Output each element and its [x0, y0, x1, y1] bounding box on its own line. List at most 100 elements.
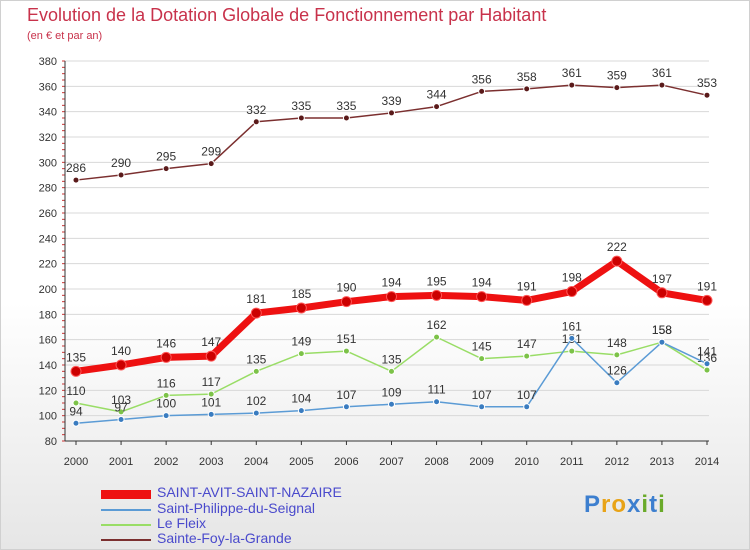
y-tick-label: 140: [39, 360, 57, 372]
data-label-saint-avit-saint-nazaire: 135: [66, 350, 86, 364]
data-point-saint-philippe-du-seignal: [388, 400, 395, 408]
series-le-fleix: 1101031161171351491511351621451471511481…: [66, 318, 717, 416]
data-point-saint-avit-saint-nazaire: [160, 351, 172, 363]
data-point-saint-avit-saint-nazaire: [70, 365, 82, 377]
series-sainte-foy-la-grande: 286 290 295 299 332 335 335 339 344 356 358 361 359 3…: [66, 66, 717, 184]
data-label-le-fleix: 116: [157, 376, 176, 390]
data-label-le-fleix: 149: [291, 335, 311, 349]
data-label-saint-philippe-du-seignal: 109: [381, 385, 401, 399]
data-point-saint-avit-saint-nazaire: [386, 291, 397, 303]
data-label-saint-philippe-du-seignal: 141: [697, 345, 717, 359]
data-label-saint-avit-saint-nazaire: 185: [291, 287, 311, 301]
data-point-sainte-foy-la-grande: [162, 165, 170, 173]
data-point-le-fleix: [342, 347, 350, 355]
data-point-saint-avit-saint-nazaire: [566, 286, 578, 298]
data-point-sainte-foy-la-grande: [703, 91, 711, 99]
data-label-le-fleix: 103: [111, 393, 131, 407]
series-saint-philippe-du-seignal: 94 97 100 101 102 104 107 109 111 107 107 161 126 158…: [69, 319, 717, 427]
data-label-saint-avit-saint-nazaire: 146: [156, 336, 176, 350]
data-point-saint-avit-saint-nazaire: [295, 302, 307, 314]
data-point-sainte-foy-la-grande: [207, 160, 215, 168]
legend-label-saint-philippe: Saint-Philippe-du-Seignal: [157, 500, 315, 516]
data-label-sainte-foy-la-grande: 335: [336, 99, 356, 113]
data-label-sainte-foy-la-grande: 335: [291, 99, 311, 113]
data-label-sainte-foy-la-grande: 361: [562, 66, 582, 80]
data-label-saint-philippe-du-seignal: 104: [291, 392, 311, 406]
data-label-saint-avit-saint-nazaire: 198: [562, 271, 582, 285]
y-tick-label: 300: [39, 157, 57, 169]
y-tick-label: 380: [39, 56, 57, 68]
data-label-sainte-foy-la-grande: 290: [111, 156, 131, 170]
data-point-saint-philippe-du-seignal: [117, 415, 125, 423]
data-label-sainte-foy-la-grande: 299: [201, 145, 221, 159]
data-label-sainte-foy-la-grande: 295: [156, 150, 176, 164]
legend-swatch-saint-philippe: [101, 509, 151, 511]
data-point-le-fleix: [523, 352, 531, 360]
data-point-sainte-foy-la-grande: [252, 118, 260, 126]
legend-label-sainte-foy: Sainte-Foy-la-Grande: [157, 530, 292, 546]
data-point-le-fleix: [207, 390, 215, 398]
data-point-le-fleix: [388, 367, 395, 375]
data-label-le-fleix: 147: [517, 337, 537, 351]
data-point-sainte-foy-la-grande: [478, 87, 486, 95]
y-tick-label: 260: [39, 208, 57, 220]
data-point-sainte-foy-la-grande: [388, 109, 395, 117]
data-point-saint-avit-saint-nazaire: [205, 350, 217, 362]
logo-letter: t: [649, 491, 659, 518]
data-point-sainte-foy-la-grande: [613, 84, 621, 92]
y-tick-label: 100: [39, 411, 57, 423]
x-tick-label: 2007: [379, 456, 403, 468]
y-tick-label: 120: [39, 385, 57, 397]
data-label-le-fleix: 151: [336, 332, 356, 346]
data-point-sainte-foy-la-grande: [342, 114, 350, 122]
data-label-sainte-foy-la-grande: 339: [381, 94, 401, 108]
data-label-saint-avit-saint-nazaire: 181: [246, 292, 266, 306]
x-tick-label: 2013: [650, 456, 674, 468]
data-point-le-fleix: [568, 347, 576, 355]
data-point-le-fleix: [613, 351, 621, 359]
data-point-sainte-foy-la-grande: [568, 81, 576, 89]
x-tick-label: 2002: [154, 456, 178, 468]
data-label-le-fleix: 162: [427, 318, 447, 332]
data-label-saint-philippe-du-seignal: 161: [562, 319, 582, 333]
data-label-saint-avit-saint-nazaire: 147: [201, 335, 221, 349]
data-point-saint-philippe-du-seignal: [207, 410, 215, 418]
data-label-saint-philippe-du-seignal: 107: [517, 388, 537, 402]
data-label-sainte-foy-la-grande: 356: [472, 72, 492, 86]
data-label-saint-philippe-du-seignal: 111: [427, 383, 446, 397]
x-tick-label: 2009: [469, 456, 493, 468]
data-label-saint-philippe-du-seignal: 107: [336, 388, 356, 402]
data-label-sainte-foy-la-grande: 353: [697, 76, 717, 90]
logo-letter: i: [641, 491, 650, 518]
data-label-le-fleix: 135: [381, 352, 401, 366]
y-tick-label: 220: [39, 259, 57, 271]
data-point-saint-avit-saint-nazaire: [611, 255, 623, 267]
data-point-saint-avit-saint-nazaire: [115, 359, 127, 371]
data-label-saint-avit-saint-nazaire: 191: [697, 279, 717, 293]
y-tick-label: 160: [39, 335, 57, 347]
data-label-saint-philippe-du-seignal: 97: [114, 400, 128, 414]
data-label-sainte-foy-la-grande: 344: [427, 88, 447, 102]
y-tick-label: 240: [39, 233, 57, 245]
data-point-sainte-foy-la-grande: [72, 176, 80, 184]
y-tick-label: 180: [39, 309, 57, 321]
y-tick-label: 80: [45, 436, 57, 448]
data-label-sainte-foy-la-grande: 332: [246, 103, 266, 117]
legend-swatch-le-fleix: [101, 524, 151, 526]
data-point-saint-avit-saint-nazaire: [431, 289, 443, 301]
data-point-le-fleix: [117, 408, 125, 416]
logo-letter: P: [584, 491, 602, 518]
logo-letter: x: [627, 491, 642, 518]
data-label-saint-avit-saint-nazaire: 222: [607, 240, 627, 254]
x-tick-label: 2012: [605, 456, 629, 468]
series-saint-avit-saint-nazaire: 135 140 146 147 181 185 190 194 195 194 191 198 222 1…: [66, 240, 717, 377]
data-label-saint-philippe-du-seignal: 102: [246, 394, 266, 408]
logo-letter: r: [601, 491, 612, 518]
data-point-saint-philippe-du-seignal: [433, 398, 441, 406]
data-point-saint-avit-saint-nazaire: [521, 294, 533, 306]
data-label-saint-avit-saint-nazaire: 194: [472, 276, 492, 290]
y-tick-label: 360: [39, 81, 57, 93]
y-tick-label: 320: [39, 132, 57, 144]
data-point-le-fleix: [703, 366, 711, 374]
data-point-sainte-foy-la-grande: [523, 85, 531, 93]
